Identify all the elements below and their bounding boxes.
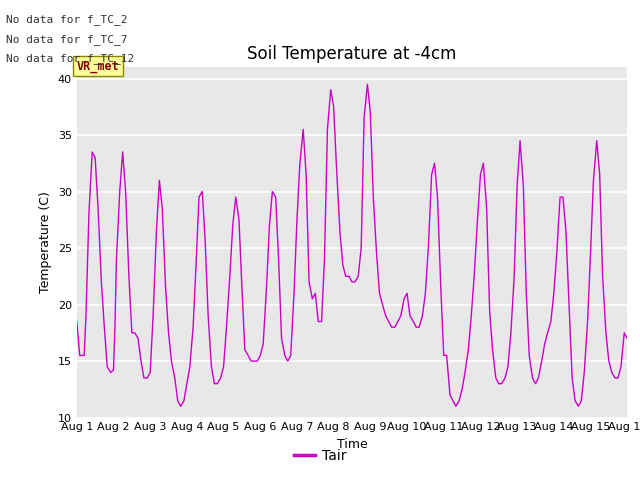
Text: No data for f_TC_2: No data for f_TC_2 [6, 14, 128, 25]
Text: VR_met: VR_met [77, 60, 120, 73]
Title: Soil Temperature at -4cm: Soil Temperature at -4cm [247, 45, 457, 63]
Legend: Tair: Tair [288, 443, 352, 468]
Text: No data for f_TC_12: No data for f_TC_12 [6, 53, 134, 64]
X-axis label: Time: Time [337, 438, 367, 451]
Y-axis label: Temperature (C): Temperature (C) [39, 192, 52, 293]
Text: No data for f_TC_7: No data for f_TC_7 [6, 34, 128, 45]
